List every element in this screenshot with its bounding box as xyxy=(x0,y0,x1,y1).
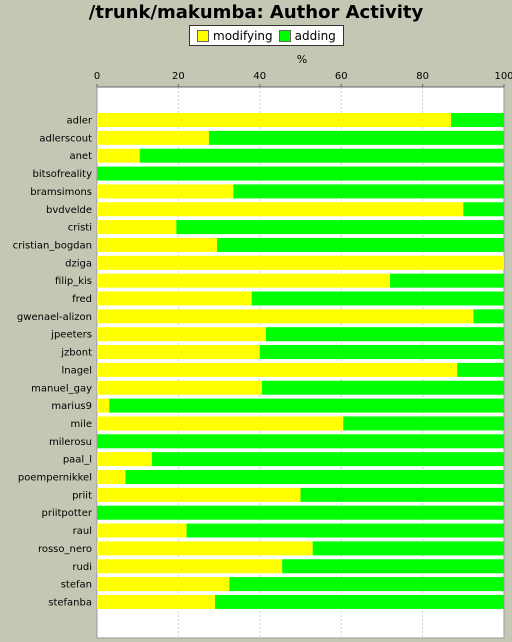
bar-modifying xyxy=(97,113,452,127)
category-labels: adler adlerscout anet bitsofreality bramsimo… xyxy=(13,116,93,609)
x-tick-label: 0 xyxy=(94,71,100,82)
bar-modifying xyxy=(97,327,266,342)
category-label: filip_kis xyxy=(55,276,92,287)
bar-adding xyxy=(97,505,504,520)
category-label: priit xyxy=(72,490,92,501)
category-label: stefanba xyxy=(48,597,92,608)
category-label: jzbont xyxy=(60,348,92,359)
bar-modifying xyxy=(97,577,230,592)
bar-modifying xyxy=(97,559,283,574)
bar-adding xyxy=(217,237,504,252)
bar-modifying xyxy=(97,487,301,502)
bar-modifying xyxy=(97,380,262,395)
x-tick-label: 80 xyxy=(416,71,429,82)
bar-adding xyxy=(457,362,504,377)
bar-adding xyxy=(109,398,505,413)
bar-adding xyxy=(151,452,504,467)
bar-adding xyxy=(139,148,505,163)
bar-adding xyxy=(97,166,504,181)
bar-modifying xyxy=(97,148,140,163)
category-label: milerosu xyxy=(49,437,92,448)
x-tick-label: 100 xyxy=(494,71,512,82)
bar-adding xyxy=(251,291,504,306)
bar-adding xyxy=(176,220,505,235)
x-tick-label: 40 xyxy=(253,71,266,82)
x-tick-label: 20 xyxy=(172,71,185,82)
category-label: fred xyxy=(72,294,92,305)
bar-adding xyxy=(186,523,505,538)
bar-modifying xyxy=(97,291,252,306)
x-axis-label: % xyxy=(296,53,308,66)
category-label: rosso_nero xyxy=(38,544,92,555)
bar-modifying xyxy=(97,255,504,270)
bar-modifying xyxy=(97,523,187,538)
bar-modifying xyxy=(97,130,209,145)
bar-adding xyxy=(261,380,504,395)
category-label: bitsofreality xyxy=(33,169,93,180)
category-label: bramsimons xyxy=(30,187,92,198)
bar-layer xyxy=(97,113,505,609)
legend-item-adding: adding xyxy=(278,28,336,43)
bar-modifying xyxy=(97,237,218,252)
legend-item-modifying: modifying xyxy=(197,29,273,43)
category-label: mile xyxy=(71,419,92,430)
category-label: gwenael-alizon xyxy=(17,312,92,323)
category-label: adler xyxy=(66,116,92,127)
bar-adding xyxy=(343,416,504,431)
x-tick-label: 60 xyxy=(335,71,348,82)
legend-label-modifying: modifying xyxy=(213,28,273,43)
category-label: raul xyxy=(73,526,92,537)
x-axis-ticks: 0 20 40 60 80 100 xyxy=(94,71,512,88)
bar-adding xyxy=(265,327,504,342)
category-label: rudi xyxy=(72,562,92,573)
bar-adding xyxy=(97,434,504,449)
bar-adding xyxy=(208,130,505,145)
bar-modifying xyxy=(97,184,234,199)
category-label: dziga xyxy=(65,258,92,269)
category-label: manuel_gay xyxy=(31,383,92,394)
bar-adding xyxy=(390,273,504,288)
bar-adding xyxy=(463,202,504,217)
legend-label-adding: adding xyxy=(294,28,336,43)
category-label: anet xyxy=(69,151,92,162)
category-label: bvdvelde xyxy=(46,205,92,216)
category-label: jpeeters xyxy=(50,330,92,341)
category-label: priitpotter xyxy=(41,508,92,519)
legend-swatch-adding xyxy=(278,29,291,42)
bar-modifying xyxy=(97,398,110,413)
chart-title: /trunk/makumba: Author Activity xyxy=(88,2,424,23)
bar-modifying xyxy=(97,594,216,609)
bar-adding xyxy=(233,184,504,199)
bar-adding xyxy=(473,309,504,324)
bar-adding xyxy=(312,541,504,556)
bar-modifying xyxy=(97,541,313,556)
bar-modifying xyxy=(97,416,344,431)
bar-modifying xyxy=(97,309,474,324)
bar-modifying xyxy=(97,470,126,484)
bar-modifying xyxy=(97,273,391,288)
bar-modifying xyxy=(97,452,152,467)
bar-modifying xyxy=(97,345,260,360)
bar-adding xyxy=(451,113,504,127)
legend-swatch-modifying xyxy=(197,29,209,42)
category-label: paal_l xyxy=(63,455,92,466)
legend: modifying adding xyxy=(189,25,344,46)
bar-modifying xyxy=(97,202,464,217)
bar-adding xyxy=(300,487,504,502)
bar-adding xyxy=(259,345,504,360)
category-label: lnagel xyxy=(61,365,92,376)
bar-adding xyxy=(282,559,504,574)
category-label: poempernikkel xyxy=(18,473,92,484)
bar-modifying xyxy=(97,362,458,377)
bar-adding xyxy=(229,577,504,592)
bar-adding xyxy=(215,594,504,609)
category-label: cristian_bogdan xyxy=(13,240,92,251)
category-label: cristi xyxy=(68,223,92,234)
category-label: marius9 xyxy=(51,401,92,412)
category-label: stefan xyxy=(61,580,92,591)
category-label: adlerscout xyxy=(39,133,92,144)
bar-modifying xyxy=(97,220,177,235)
bar-adding xyxy=(125,470,505,484)
